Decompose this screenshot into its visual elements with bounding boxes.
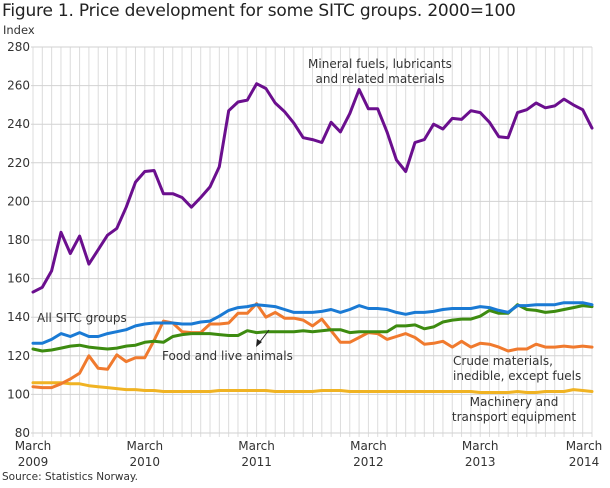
- x-tick-label-month: March: [238, 439, 275, 453]
- y-tick-label: 80: [15, 426, 30, 440]
- y-tick-label: 180: [7, 233, 30, 247]
- x-tick-label-year: 2013: [465, 455, 496, 469]
- horizontal-gridlines: [31, 46, 592, 434]
- y-tick-label: 240: [7, 117, 30, 131]
- food-annotation-arrow: [258, 329, 270, 344]
- y-tick-label: 200: [7, 194, 30, 208]
- annotation-all: All SITC groups: [37, 311, 127, 325]
- y-tick-label: 160: [7, 272, 30, 286]
- source-note: Source: Statistics Norway.: [2, 471, 138, 483]
- series-line-machinery-and-transport-equipment: [31, 381, 594, 394]
- chart-title: Figure 1. Price development for some SIT…: [2, 1, 516, 21]
- x-tick-label-year: 2012: [353, 455, 384, 469]
- series-line-food-and-live-animals: [31, 303, 594, 353]
- x-tick-label-month: March: [15, 439, 52, 453]
- x-tick-label-year: 2011: [241, 455, 272, 469]
- x-tick-label-month: March: [127, 439, 164, 453]
- annotation-crude: Crude materials,: [453, 354, 553, 368]
- annotation-machinery: transport equipment: [452, 410, 576, 424]
- y-tick-label: 280: [7, 40, 30, 54]
- series-line-mineral-fuels-lubricants-and-related-materials: [31, 82, 594, 294]
- annotation-mineral: and related materials: [316, 72, 445, 86]
- y-axis-ticks: 80 100 120 140 160 180 200 220 240 260 280: [7, 40, 30, 440]
- series-line-crude-materials-inedible-except-fuels: [31, 302, 594, 390]
- annotation-machinery: Machinery and: [470, 395, 559, 409]
- series-lines: [31, 82, 594, 394]
- y-tick-label: 140: [7, 310, 30, 324]
- y-tick-label: 220: [7, 156, 30, 170]
- x-tick-label-year: 2010: [130, 455, 161, 469]
- x-tick-label-month: March: [350, 439, 387, 453]
- x-tick-label-month: March: [462, 439, 499, 453]
- x-tick-label-month: March: [566, 439, 603, 453]
- y-tick-label: 260: [7, 79, 30, 93]
- x-tick-label-year: 2009: [18, 455, 49, 469]
- series-line-all-sitc-groups: [31, 301, 594, 345]
- x-tick-label-year: 2014: [569, 455, 600, 469]
- y-tick-label: 100: [7, 387, 30, 401]
- vertical-gridlines: [32, 47, 593, 437]
- annotation-mineral: Mineral fuels, lubricants: [308, 57, 452, 71]
- x-axis-ticks: March 2009 March 2010 March 2011 March 2012 Marc…: [15, 439, 603, 469]
- y-tick-label: 120: [7, 349, 30, 363]
- y-axis-unit-label: Index: [3, 23, 35, 37]
- annotation-food: Food and live animals: [162, 349, 293, 363]
- annotation-crude: inedible, except fuels: [453, 369, 581, 383]
- arrow-head-icon: [256, 339, 262, 347]
